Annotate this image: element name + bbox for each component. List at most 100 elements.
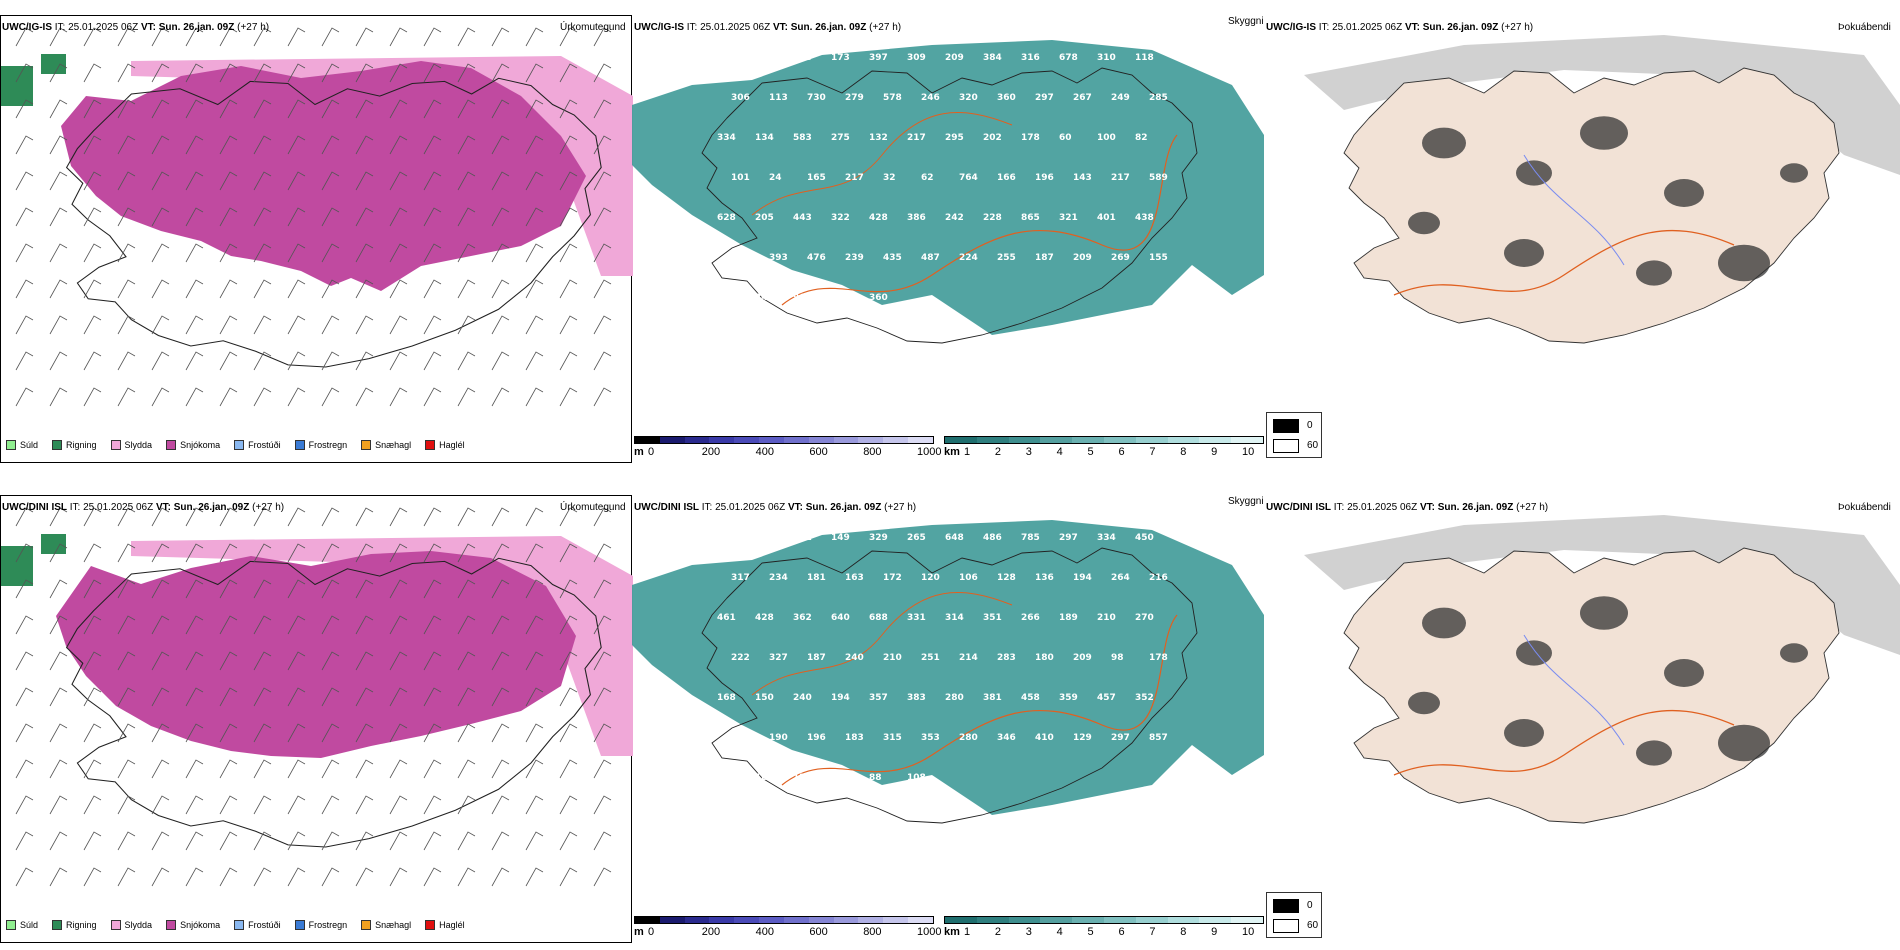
it-label: IT: xyxy=(54,22,66,33)
fog-panel-1[interactable] xyxy=(1264,15,1900,435)
wind-barb xyxy=(287,279,306,299)
wind-barb xyxy=(219,795,238,815)
wind-barb xyxy=(321,507,340,527)
cloud-base-value: 393 xyxy=(769,253,788,263)
wind-barb xyxy=(389,723,408,743)
wind-barb xyxy=(525,63,544,83)
wind-barb xyxy=(287,315,306,335)
wind-barb xyxy=(525,615,544,635)
legend-label: Rigning xyxy=(66,920,97,930)
cloud-base-value: 386 xyxy=(907,213,926,223)
wind-barb xyxy=(15,723,34,743)
wind-barb xyxy=(287,687,306,707)
precip-map-2 xyxy=(1,507,633,887)
wind-barb xyxy=(253,63,272,83)
cloud-base-value: 486 xyxy=(983,533,1002,543)
wind-barb xyxy=(321,351,340,371)
fog-legend-label: 60 xyxy=(1307,440,1319,451)
wind-barb xyxy=(83,507,102,527)
wind-barb xyxy=(457,579,476,599)
wind-barb xyxy=(559,543,578,563)
fog-title-1: Þokuábendi xyxy=(1838,22,1891,33)
wind-barb xyxy=(321,579,340,599)
wind-barb xyxy=(253,831,272,851)
wind-barb xyxy=(253,279,272,299)
colorbar-tick: 5 xyxy=(1087,926,1094,938)
cloud-base-value: 189 xyxy=(755,773,774,783)
legend-swatch xyxy=(234,440,245,450)
it-value: 25.01.2025 06Z xyxy=(1347,502,1418,513)
wind-barb xyxy=(49,351,68,371)
wind-barb xyxy=(423,135,442,155)
cloud-panel-2[interactable]: 173 157 181 149 329 265 648 486 785 297 334 450 317 2… xyxy=(632,495,1264,915)
wind-barb xyxy=(389,63,408,83)
cloud-base-value: 316 xyxy=(1021,53,1040,63)
river xyxy=(1523,154,1625,266)
wind-barb xyxy=(117,723,136,743)
cloud-base-value: 461 xyxy=(717,613,736,623)
wind-barb xyxy=(355,63,374,83)
wind-barb xyxy=(559,27,578,47)
precip-panel-2[interactable] xyxy=(0,495,633,943)
colorbar-segment xyxy=(759,917,784,923)
wind-barb xyxy=(219,579,238,599)
wind-barb xyxy=(15,759,34,779)
wind-barb xyxy=(491,831,510,851)
wind-barb xyxy=(389,315,408,335)
wind-barb xyxy=(355,579,374,599)
wind-barb xyxy=(151,795,170,815)
wind-barb xyxy=(151,387,170,407)
wind-barb xyxy=(117,135,136,155)
wind-barb xyxy=(185,687,204,707)
cloud-base-value: 351 xyxy=(983,613,1002,623)
wind-barb xyxy=(117,207,136,227)
wind-barb xyxy=(287,795,306,815)
fog-map-1 xyxy=(1304,35,1900,344)
colorbar-tick: 2 xyxy=(994,926,1001,938)
wind-barb xyxy=(83,171,102,191)
cloud-title-2: Skyggni xyxy=(1228,496,1264,507)
wind-barb xyxy=(49,831,68,851)
low-visibility-area xyxy=(632,40,1264,335)
cloud-panel-1[interactable]: 312 312 188 173 397 309 209 384 316 678 310 118 306 1… xyxy=(632,15,1264,435)
vt-label: VT: xyxy=(1404,22,1420,33)
legend-item: Slydda xyxy=(110,920,153,930)
vt-label: VT: xyxy=(140,22,156,33)
wind-barb xyxy=(253,507,272,527)
wind-barb xyxy=(185,831,204,851)
colorbar-tick: 7 xyxy=(1149,926,1156,938)
wind-barb xyxy=(321,207,340,227)
colorbar-segment xyxy=(1072,917,1104,923)
fog-header-2: UWC/DINI ISL IT: 25.01.2025 06Z VT: Sun.… xyxy=(1266,502,1548,514)
wind-barb xyxy=(287,171,306,191)
fog-panel-2[interactable] xyxy=(1264,495,1900,915)
wind-barb xyxy=(423,867,442,887)
cloud-base-value: 401 xyxy=(1097,213,1116,223)
precip-panel-1[interactable] xyxy=(0,15,633,463)
wind-barb xyxy=(491,279,510,299)
wind-barb xyxy=(355,351,374,371)
wind-barb xyxy=(389,99,408,119)
wind-barb xyxy=(355,795,374,815)
fog-index-blob xyxy=(1408,211,1440,235)
wind-barb xyxy=(321,831,340,851)
colorbar-segment xyxy=(945,917,977,923)
road-network xyxy=(1393,229,1735,296)
wind-barb xyxy=(321,99,340,119)
wind-barb xyxy=(151,651,170,671)
wind-barbs xyxy=(15,507,612,887)
legend-item: Slydda xyxy=(110,440,152,450)
wind-barb xyxy=(423,795,442,815)
legend-label: Slydda xyxy=(124,920,153,930)
cloud-base-value: 249 xyxy=(1111,93,1130,103)
wind-barb xyxy=(15,867,34,887)
cloud-base-value: 194 xyxy=(831,693,850,703)
colorbar-tick: 200 xyxy=(701,446,721,458)
wind-barb xyxy=(389,171,408,191)
wind-barb xyxy=(457,795,476,815)
colorbar-tick: 600 xyxy=(809,446,828,458)
wind-barb xyxy=(151,351,170,371)
wind-barb xyxy=(593,651,612,671)
legend-item: Frostregn xyxy=(294,440,347,450)
wind-barb xyxy=(355,171,374,191)
